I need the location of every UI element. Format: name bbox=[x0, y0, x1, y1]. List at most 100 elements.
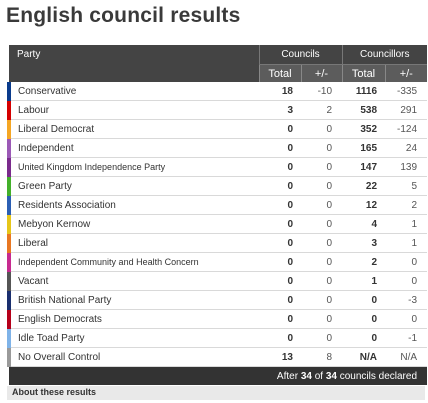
declared-summary-row: After 34 of 34 councils declared bbox=[9, 366, 428, 385]
councillors-column-header: Councillors bbox=[341, 45, 428, 65]
councillors-change-header: +/- bbox=[384, 64, 428, 82]
councils-total: 0 bbox=[259, 157, 301, 177]
councillors-change: 0 bbox=[385, 309, 428, 329]
councillors-change: N/A bbox=[385, 347, 428, 367]
councillors-change: 24 bbox=[385, 138, 428, 158]
councils-total-header: Total bbox=[258, 64, 301, 82]
table-row: United Kingdom Independence Party 0 0 147 13… bbox=[7, 157, 428, 177]
councils-change: 0 bbox=[301, 195, 343, 215]
declared-summary: After 34 of 34 councils declared bbox=[9, 366, 428, 385]
councillors-total: N/A bbox=[342, 347, 386, 367]
councillors-change: 0 bbox=[385, 271, 428, 291]
table-row: Independent Community and Health Concern… bbox=[7, 252, 428, 272]
councillors-total: 2 bbox=[342, 252, 386, 272]
councils-total: 0 bbox=[259, 328, 301, 348]
councils-total: 0 bbox=[259, 233, 301, 253]
councillors-change: -335 bbox=[385, 82, 428, 101]
councillors-total: 352 bbox=[342, 119, 386, 139]
councillors-total: 1 bbox=[342, 271, 386, 291]
party-name: Conservative bbox=[7, 82, 259, 101]
councillors-change: -1 bbox=[385, 328, 428, 348]
table-row: Conservative 18 -10 1116 -335 bbox=[7, 82, 428, 101]
councillors-total: 3 bbox=[342, 233, 386, 253]
table-row: Idle Toad Party 0 0 0 -1 bbox=[7, 328, 428, 348]
table-row: Independent 0 0 165 24 bbox=[7, 138, 428, 158]
table-row: Liberal Democrat 0 0 352 -124 bbox=[7, 119, 428, 139]
about-bar: About these results bbox=[7, 386, 425, 400]
councillors-total: 147 bbox=[342, 157, 386, 177]
councils-change: 0 bbox=[301, 138, 343, 158]
councils-total: 18 bbox=[259, 82, 301, 101]
councils-total-count: 34 bbox=[325, 370, 337, 382]
party-name: English Democrats bbox=[7, 309, 259, 329]
councils-change: 0 bbox=[301, 214, 343, 234]
header-row-sub: Total +/- Total +/- bbox=[9, 64, 428, 82]
about-results-link[interactable]: About these results bbox=[12, 387, 97, 397]
party-name: No Overall Control bbox=[7, 347, 259, 367]
councillors-total: 0 bbox=[342, 328, 386, 348]
declared-prefix: After bbox=[276, 370, 301, 382]
table-row: Residents Association 0 0 12 2 bbox=[7, 195, 428, 215]
party-name: Green Party bbox=[7, 176, 259, 196]
councillors-total: 1116 bbox=[342, 82, 386, 101]
declared-suffix: councils declared bbox=[336, 370, 418, 382]
councillors-total-header: Total bbox=[341, 64, 386, 82]
councils-change: 0 bbox=[301, 271, 343, 291]
councillors-change: 5 bbox=[385, 176, 428, 196]
results-rows: Conservative 18 -10 1116 -335 Labour 3 2 538 291 L… bbox=[7, 82, 428, 367]
table-row: British National Party 0 0 0 -3 bbox=[7, 290, 428, 310]
councils-change: 8 bbox=[301, 347, 343, 367]
councillors-change: 139 bbox=[385, 157, 428, 177]
party-name: British National Party bbox=[7, 290, 259, 310]
councillors-total: 4 bbox=[342, 214, 386, 234]
councils-change: 0 bbox=[301, 290, 343, 310]
table-row: English Democrats 0 0 0 0 bbox=[7, 309, 428, 329]
councils-total: 0 bbox=[259, 271, 301, 291]
councillors-total: 0 bbox=[342, 309, 386, 329]
councils-total: 0 bbox=[259, 290, 301, 310]
councils-change: -10 bbox=[301, 82, 343, 101]
councils-total: 0 bbox=[259, 138, 301, 158]
councils-change: 0 bbox=[301, 119, 343, 139]
party-name: Idle Toad Party bbox=[7, 328, 259, 348]
councils-total: 0 bbox=[259, 195, 301, 215]
page-title: English council results bbox=[6, 4, 241, 27]
councils-total: 0 bbox=[259, 176, 301, 196]
councils-total: 13 bbox=[259, 347, 301, 367]
councils-total: 0 bbox=[259, 309, 301, 329]
table-row: No Overall Control 13 8 N/A N/A bbox=[7, 347, 428, 367]
councillors-total: 165 bbox=[342, 138, 386, 158]
councils-total: 0 bbox=[259, 119, 301, 139]
councils-change: 0 bbox=[301, 233, 343, 253]
councils-total: 0 bbox=[259, 214, 301, 234]
party-name: Independent bbox=[7, 138, 259, 158]
councillors-change: 1 bbox=[385, 214, 428, 234]
declared-middle: of bbox=[311, 370, 326, 382]
party-name: Residents Association bbox=[7, 195, 259, 215]
councillors-total: 0 bbox=[342, 290, 386, 310]
councillors-change: 0 bbox=[385, 252, 428, 272]
councillors-change: -3 bbox=[385, 290, 428, 310]
councils-change: 0 bbox=[301, 157, 343, 177]
party-name: Vacant bbox=[7, 271, 259, 291]
table-row: Vacant 0 0 1 0 bbox=[7, 271, 428, 291]
councils-change: 0 bbox=[301, 328, 343, 348]
councils-column-header: Councils bbox=[258, 45, 343, 65]
councillors-total: 12 bbox=[342, 195, 386, 215]
table-row: Liberal 0 0 3 1 bbox=[7, 233, 428, 253]
councils-change: 0 bbox=[301, 252, 343, 272]
declared-count: 34 bbox=[300, 370, 312, 382]
councillors-total: 538 bbox=[342, 100, 386, 120]
councillors-change: 1 bbox=[385, 233, 428, 253]
party-name: Labour bbox=[7, 100, 259, 120]
table-row: Mebyon Kernow 0 0 4 1 bbox=[7, 214, 428, 234]
councils-change: 0 bbox=[301, 309, 343, 329]
party-name: United Kingdom Independence Party bbox=[7, 157, 259, 177]
table-row: Labour 3 2 538 291 bbox=[7, 100, 428, 120]
councils-total: 0 bbox=[259, 252, 301, 272]
councils-change-header: +/- bbox=[300, 64, 343, 82]
councillors-total: 22 bbox=[342, 176, 386, 196]
councils-change: 2 bbox=[301, 100, 343, 120]
councils-change: 0 bbox=[301, 176, 343, 196]
party-name: Liberal Democrat bbox=[7, 119, 259, 139]
